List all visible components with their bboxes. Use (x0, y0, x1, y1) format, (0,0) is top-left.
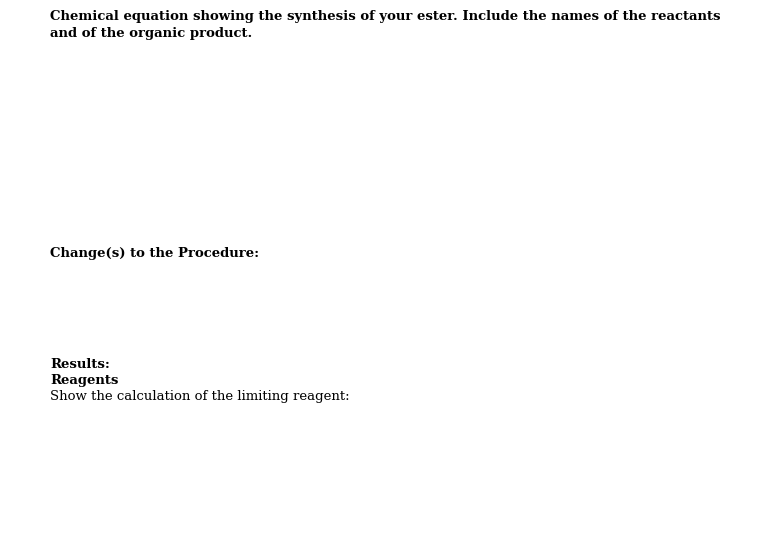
Text: Show the calculation of the limiting reagent:: Show the calculation of the limiting rea… (50, 390, 350, 403)
Text: Reagents: Reagents (50, 374, 118, 387)
Text: Change(s) to the Procedure:: Change(s) to the Procedure: (50, 247, 259, 260)
Text: Results:: Results: (50, 358, 110, 371)
Text: Chemical equation showing the synthesis of your ester. Include the names of the : Chemical equation showing the synthesis … (50, 10, 720, 40)
